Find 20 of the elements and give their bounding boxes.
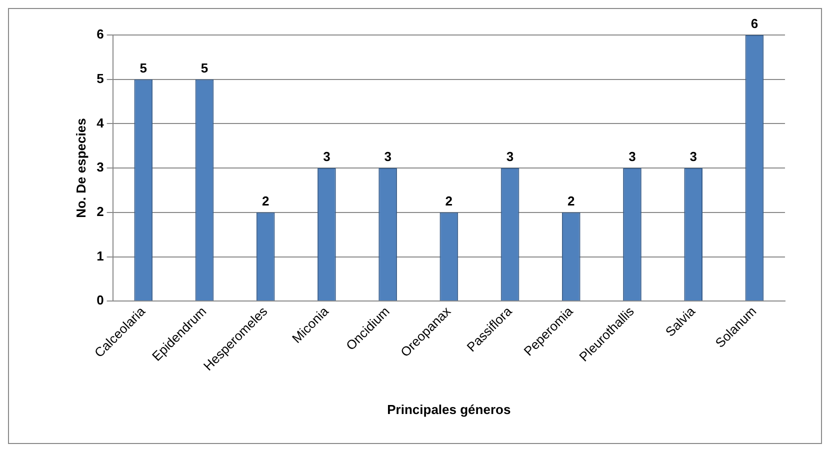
data-label: 3: [506, 149, 514, 164]
y-axis-title: No. De especies: [73, 118, 88, 218]
data-label: 5: [200, 60, 208, 76]
x-axis-title: Principales géneros: [387, 402, 511, 417]
y-tick-label: 4: [96, 115, 105, 130]
data-label: 3: [384, 149, 392, 164]
data-label: 3: [690, 149, 697, 164]
data-label: 2: [262, 193, 270, 208]
y-tick-label: 6: [96, 26, 104, 42]
y-tick-label: 5: [96, 70, 104, 86]
data-label: 5: [140, 60, 147, 76]
data-label: 6: [750, 16, 758, 32]
data-label: 2: [568, 193, 575, 208]
y-tick-label: 0: [96, 292, 104, 308]
y-tick-label: 3: [96, 160, 104, 175]
y-tick-label: 2: [96, 204, 104, 219]
data-label: 2: [445, 193, 453, 208]
y-tick-label: 1: [96, 248, 104, 264]
data-label: 3: [628, 149, 636, 164]
data-label: 3: [323, 149, 330, 164]
